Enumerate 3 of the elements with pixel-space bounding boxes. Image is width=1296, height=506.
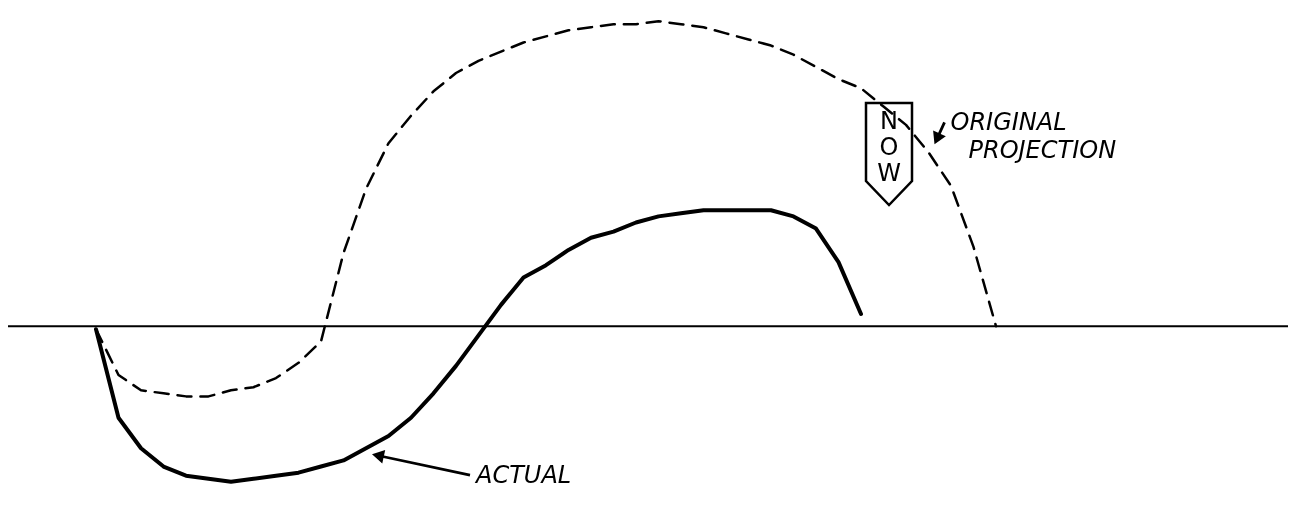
- legend-label: ACTUAL: [474, 461, 572, 490]
- legend-label: ORIGINAL PROJECTION: [950, 108, 1117, 165]
- annotation: NOW: [877, 107, 901, 187]
